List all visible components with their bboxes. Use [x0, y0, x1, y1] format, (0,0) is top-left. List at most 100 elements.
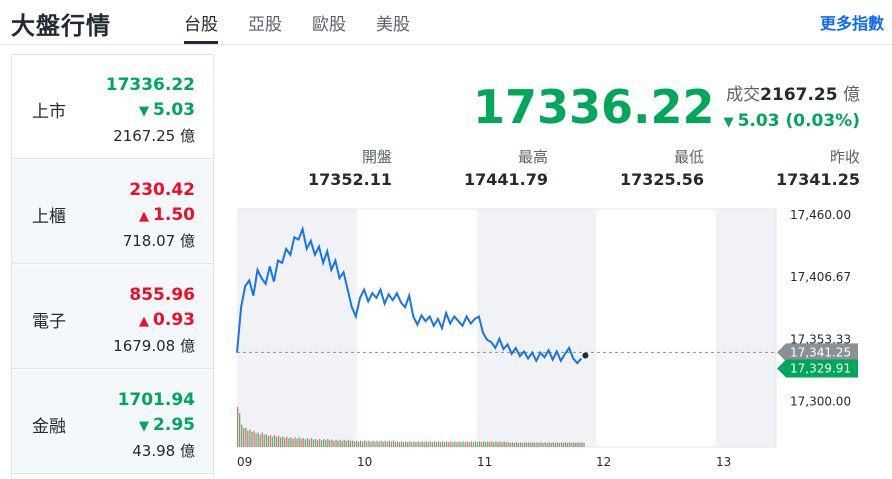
volume-bar — [536, 442, 538, 447]
volume-bar — [544, 442, 546, 447]
volume-bar — [437, 441, 440, 447]
tab-asia[interactable]: 亞股 — [248, 15, 282, 35]
page-title: 大盤行情 — [11, 12, 111, 40]
volume-bar — [454, 441, 456, 447]
x-tick-label: 13 — [716, 455, 731, 469]
volume-bar — [284, 438, 286, 447]
volume-bar — [517, 442, 520, 447]
volume-bar — [575, 442, 577, 447]
volume-bar — [292, 438, 294, 447]
volume-bar — [513, 442, 515, 447]
volume-bar — [505, 442, 507, 447]
volume-bar — [376, 440, 378, 447]
volume-bar — [501, 442, 503, 447]
prev-close-tag-bg — [777, 343, 858, 362]
volume-bar — [571, 442, 573, 447]
volume-bar — [556, 442, 559, 447]
volume-bar — [269, 435, 272, 447]
volume-bar — [485, 442, 487, 447]
volume-bar — [478, 441, 481, 447]
volume-bar — [546, 442, 548, 447]
volume-bar — [366, 441, 368, 447]
volume-bar — [370, 441, 372, 447]
volume-bar — [562, 442, 565, 447]
volume-bar — [444, 442, 446, 447]
volume-bar — [530, 442, 532, 447]
more-indices-link[interactable]: 更多指數 — [819, 14, 884, 33]
volume-bar — [257, 432, 259, 447]
volume-bar — [241, 424, 243, 447]
index-sidebar: 上市 17336.22 ▼ 5.03 2167.25 億 上櫃 230.42 ▲ 1… — [11, 54, 214, 479]
volume-bar — [333, 440, 335, 447]
y-tick-label: 17,353.33 — [790, 332, 851, 346]
volume-bar — [278, 435, 280, 447]
volume-unit: 億 — [179, 127, 195, 145]
sidebar-item-label: 金融 — [32, 417, 66, 437]
volume-bar — [450, 441, 452, 447]
last-price-tag-bg — [777, 359, 858, 378]
sidebar-item-finance[interactable]: 金融 1701.94 ▼ 2.95 43.98 億 — [12, 370, 213, 474]
volume-bar — [532, 442, 534, 447]
volume-bar — [331, 439, 333, 447]
volume-bar — [388, 440, 390, 447]
price-stats: 開盤 17352.11 最高 17441.79 最低 17325.56 昨收 17341… — [236, 146, 860, 192]
volume-bar — [349, 440, 351, 447]
volume-bar — [419, 442, 421, 447]
volume-bar — [569, 442, 571, 447]
volume-bar — [314, 439, 317, 447]
sidebar-item-electronics[interactable]: 電子 855.96 ▲ 0.93 1679.08 億 — [12, 265, 213, 369]
volume-bar — [267, 436, 269, 447]
volume-bar — [310, 438, 313, 447]
volume-bar — [368, 440, 370, 447]
volume-label: 成交 — [726, 85, 761, 105]
volume-bar — [526, 442, 528, 447]
volume-bar — [567, 442, 569, 447]
session-band — [237, 209, 357, 447]
price-line — [236, 225, 583, 365]
tab-taiwan[interactable]: 台股 — [184, 10, 218, 44]
index-price: 855.96 — [129, 285, 195, 305]
up-arrow-icon: ▲ — [139, 314, 150, 329]
volume-bar — [362, 441, 364, 447]
high-label: 最高 — [517, 148, 548, 166]
last-price-tag-label: 17,329.91 — [790, 362, 851, 376]
volume-bar — [433, 441, 436, 447]
open-label: 開盤 — [361, 148, 392, 166]
last-price-tag: 17,329.91 — [777, 359, 858, 378]
volume-bar — [409, 441, 411, 447]
sidebar-item-otc[interactable]: 上櫃 230.42 ▲ 1.50 718.07 億 — [12, 160, 213, 264]
volume-bar — [497, 442, 499, 447]
volume-bar — [325, 440, 327, 447]
volume-bar — [462, 441, 464, 447]
volume-bar — [423, 442, 425, 447]
volume-bar — [560, 442, 563, 447]
volume-bar — [464, 442, 466, 447]
market-tabs: 台股 亞股 歐股 美股 — [184, 10, 440, 44]
tab-us[interactable]: 美股 — [376, 15, 410, 35]
volume-bar — [249, 429, 251, 447]
volume-bar — [259, 434, 261, 447]
index-price: 17336.22 — [105, 75, 195, 95]
volume-bar — [364, 440, 366, 447]
volume-bar — [386, 441, 388, 447]
main-change: 5.03 (0.03%) — [737, 111, 860, 131]
volume-bar — [483, 441, 485, 447]
high-value: 17441.79 — [463, 170, 548, 189]
volume-bar — [296, 438, 298, 447]
volume-bar — [456, 442, 458, 447]
volume-bar — [351, 440, 354, 447]
sidebar-item-listed[interactable]: 上市 17336.22 ▼ 5.03 2167.25 億 — [12, 55, 213, 159]
volume-bar — [431, 442, 433, 447]
volume-bar — [552, 442, 554, 447]
volume-bar — [476, 442, 479, 447]
volume-bar — [390, 441, 392, 447]
volume-bar — [239, 413, 241, 447]
volume-bar — [374, 441, 376, 447]
index-price: 1701.94 — [117, 390, 195, 410]
volume-bar — [275, 436, 278, 447]
volume-bar — [337, 440, 339, 447]
volume-bar — [519, 442, 522, 447]
volume-bar — [300, 438, 302, 447]
volume-unit: 億 — [179, 232, 195, 250]
tab-europe[interactable]: 歐股 — [312, 15, 346, 35]
